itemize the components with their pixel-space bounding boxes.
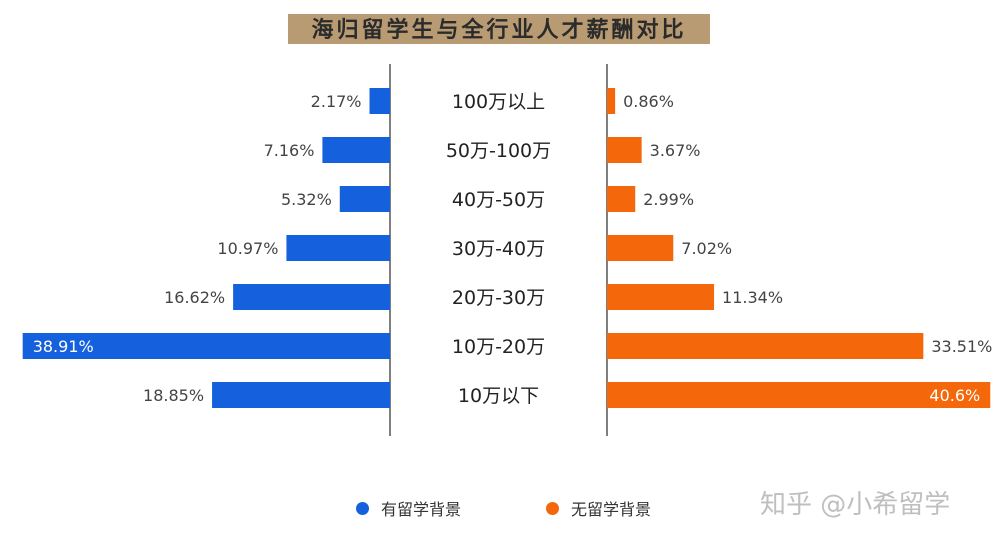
data-label-right-2: 2.99%	[643, 190, 694, 209]
bar-left-4	[233, 284, 390, 310]
bar-left-3	[286, 235, 390, 261]
bar-right-1	[607, 137, 642, 163]
bar-right-4	[607, 284, 715, 310]
bar-right-0	[607, 88, 616, 114]
category-label-5: 10万-20万	[452, 336, 545, 358]
legend-item-right: 无留学背景	[546, 496, 651, 520]
data-label-right-3: 7.02%	[681, 239, 732, 258]
data-label-left-0: 2.17%	[311, 92, 362, 111]
chart-title: 海归留学生与全行业人才薪酬对比	[311, 18, 687, 43]
category-label-6: 10万以下	[458, 385, 539, 407]
category-label-0: 100万以上	[452, 91, 545, 113]
bar-left-6	[212, 382, 390, 408]
legend-item-left: 有留学背景	[356, 496, 461, 520]
category-label-4: 20万-30万	[452, 287, 545, 309]
bar-right-6	[607, 382, 991, 408]
bar-left-2	[339, 186, 390, 212]
bar-left-1	[322, 137, 390, 163]
bar-left-5	[22, 333, 390, 359]
data-label-left-4: 16.62%	[164, 288, 225, 307]
bar-right-3	[607, 235, 674, 261]
legend-label-left: 有留学背景	[381, 500, 462, 519]
bar-left-0	[369, 88, 390, 114]
watermark: 知乎 @小希留学	[760, 490, 951, 520]
data-label-right-6: 40.6%	[929, 386, 980, 405]
title-band	[288, 14, 710, 44]
legend-dot-orange-icon	[546, 501, 559, 515]
data-label-right-5: 33.51%	[931, 337, 992, 356]
legend-dot-blue-icon	[356, 501, 369, 515]
data-label-right-1: 3.67%	[650, 141, 701, 160]
data-label-right-0: 0.86%	[623, 92, 674, 111]
data-label-left-2: 5.32%	[281, 190, 332, 209]
bar-right-2	[607, 186, 636, 212]
data-label-right-4: 11.34%	[722, 288, 783, 307]
data-label-left-3: 10.97%	[217, 239, 278, 258]
category-label-1: 50万-100万	[446, 140, 551, 162]
data-label-left-6: 18.85%	[143, 386, 204, 405]
data-label-left-5: 38.91%	[33, 337, 94, 356]
legend-label-right: 无留学背景	[571, 500, 652, 519]
bar-right-5	[607, 333, 924, 359]
data-label-left-1: 7.16%	[264, 141, 315, 160]
category-label-3: 30万-40万	[452, 238, 545, 260]
category-label-2: 40万-50万	[452, 189, 545, 211]
